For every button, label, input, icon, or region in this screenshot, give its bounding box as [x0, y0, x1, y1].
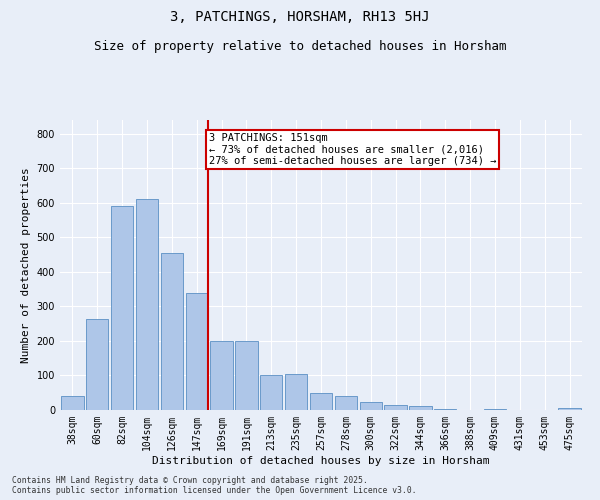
Bar: [285, 374, 307, 410]
Text: Contains HM Land Registry data © Crown copyright and database right 2025.
Contai: Contains HM Land Registry data © Crown c…: [12, 476, 416, 495]
Text: 3, PATCHINGS, HORSHAM, RH13 5HJ: 3, PATCHINGS, HORSHAM, RH13 5HJ: [170, 10, 430, 24]
Text: Size of property relative to detached houses in Horsham: Size of property relative to detached ho…: [94, 40, 506, 53]
Bar: [211, 341, 233, 410]
Bar: [559, 408, 581, 410]
Bar: [161, 253, 183, 410]
Bar: [111, 206, 133, 410]
Bar: [61, 396, 83, 410]
Text: 3 PATCHINGS: 151sqm
← 73% of detached houses are smaller (2,016)
27% of semi-det: 3 PATCHINGS: 151sqm ← 73% of detached ho…: [209, 133, 496, 166]
Bar: [409, 406, 431, 410]
Bar: [235, 341, 257, 410]
Bar: [185, 292, 208, 410]
Bar: [260, 376, 283, 410]
Bar: [385, 405, 407, 410]
Bar: [310, 392, 332, 410]
Y-axis label: Number of detached properties: Number of detached properties: [21, 167, 31, 363]
Bar: [86, 318, 109, 410]
X-axis label: Distribution of detached houses by size in Horsham: Distribution of detached houses by size …: [152, 456, 490, 466]
Bar: [136, 200, 158, 410]
Bar: [359, 402, 382, 410]
Bar: [335, 396, 357, 410]
